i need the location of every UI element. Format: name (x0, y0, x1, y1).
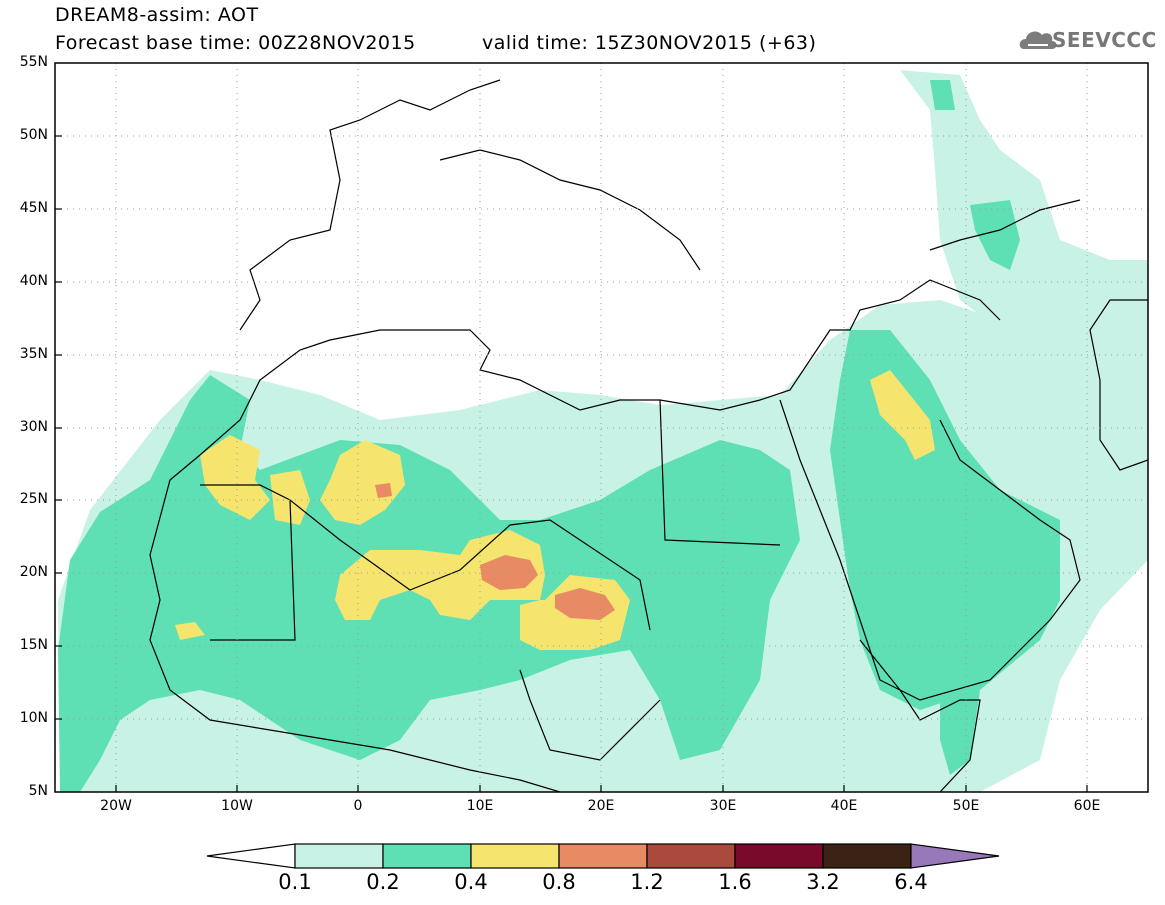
lon-label: 10W (221, 798, 253, 814)
aot-map (54, 62, 1149, 793)
lon-label: 30E (709, 798, 737, 814)
logo-text: SEEVCCC (1052, 28, 1157, 52)
colorbar-label: 1.2 (630, 870, 664, 894)
lat-label: 55N (19, 54, 48, 70)
lat-label: 45N (19, 200, 48, 216)
colorbar-label: 0.4 (454, 870, 488, 894)
lon-label: 0 (353, 798, 363, 814)
lat-label: 25N (19, 491, 48, 507)
colorbar-label: 1.6 (718, 870, 752, 894)
lat-label: 5N (28, 783, 48, 799)
lat-label: 10N (19, 710, 48, 726)
lon-label: 50E (952, 798, 980, 814)
lat-label: 15N (19, 637, 48, 653)
lon-label: 40E (830, 798, 858, 814)
colorbar-label: 3.2 (806, 870, 840, 894)
cloud-logo-icon (1019, 31, 1057, 49)
lon-label: 10E (466, 798, 494, 814)
lat-label: 30N (19, 419, 48, 435)
colorbar-label: 0.8 (542, 870, 576, 894)
lon-label: 20E (587, 798, 615, 814)
lat-label: 20N (19, 564, 48, 580)
colorbar-label: 0.1 (278, 870, 312, 894)
colorbar-label: 6.4 (894, 870, 928, 894)
lat-label: 35N (19, 346, 48, 362)
valid-time: valid time: 15Z30NOV2015 (+63) (482, 32, 817, 54)
colorbar-label: 0.2 (366, 870, 400, 894)
map-title: DREAM8-assim: AOT (55, 4, 259, 26)
lat-label: 50N (19, 127, 48, 143)
lon-label: 20W (100, 798, 132, 814)
lon-label: 60E (1073, 798, 1101, 814)
forecast-base-time: Forecast base time: 00Z28NOV2015 (55, 32, 416, 54)
lat-label: 40N (19, 273, 48, 289)
